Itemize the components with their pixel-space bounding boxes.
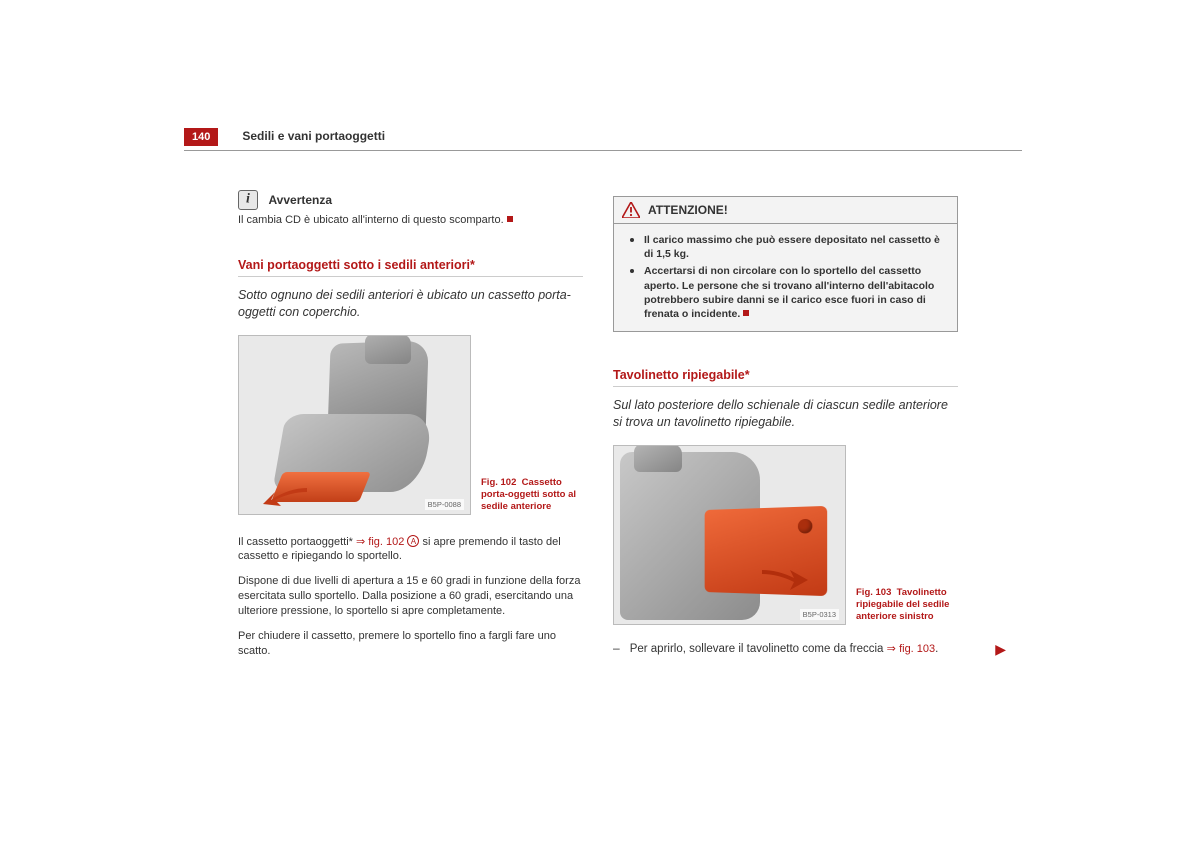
fig-ref-103: fig. 103 [899,643,935,655]
end-mark-icon [743,310,749,316]
warning-title: ATTENZIONE! [648,203,728,217]
open-arrow-icon [261,486,313,508]
intro-text-right: Sul lato posteriore dello schienale di c… [613,397,958,431]
instruction-post: . [935,643,938,655]
figure-103-number: Fig. 103 [856,587,891,598]
warning-triangle-icon [622,202,640,218]
instruction-pre: Per aprirlo, sollevare il tavolinetto co… [630,643,887,655]
tray-arrow-icon [760,566,810,592]
para-3: Per chiudere il cassetto, premere lo spo… [238,629,583,659]
figure-102-caption: Fig. 102 Cassetto porta-oggetti sotto al… [481,477,586,513]
arrow-ref-icon: ⇒ [356,536,365,548]
instruction-text: Per aprirlo, sollevare il tavolinetto co… [630,641,939,657]
figure-102-number: Fig. 102 [481,477,516,488]
warning-box: ATTENZIONE! Il carico massimo che può es… [613,196,958,332]
warning-bullet-1: Il carico massimo che può essere deposit… [624,233,947,261]
info-heading: Avvertenza [268,193,332,207]
warning-header: ATTENZIONE! [614,197,957,224]
figure-103-image: B5P-0313 [613,445,846,625]
seatback-headrest-shape [634,445,682,472]
info-icon [238,190,258,210]
dash-marker: – [613,641,620,657]
left-column: Avvertenza Il cambia CD è ubicato all'in… [238,190,583,659]
info-block: Avvertenza Il cambia CD è ubicato all'in… [238,190,583,228]
page-header-title: Sedili e vani portaoggetti [242,129,385,143]
instruction-line: – Per aprirlo, sollevare il tavolinetto … [613,641,958,657]
info-text-content: Il cambia CD è ubicato all'interno di qu… [238,214,504,226]
page-number: 140 [184,128,218,146]
warning-bullet-1-text: Il carico massimo che può essere deposit… [644,233,947,261]
para-1-pre: Il cassetto portaoggetti* [238,536,356,548]
circled-letter-A: A [407,535,419,547]
figure-103-code: B5P-0313 [800,609,839,620]
end-mark-icon [507,216,513,222]
bullet-icon [630,238,634,242]
page-header: 140 Sedili e vani portaoggetti [184,128,1022,151]
figure-103-caption: Fig. 103 Tavolinetto ripiegabile del sed… [856,587,961,623]
section-heading-left: Vani portaoggetti sotto i sedili anterio… [238,258,583,277]
warning-bullet-2-content: Accertarsi di non circolare con lo sport… [644,265,934,320]
warning-bullet-2-text: Accertarsi di non circolare con lo sport… [644,264,947,321]
section-heading-right: Tavolinetto ripiegabile* [613,368,958,387]
figure-102: B5P-0088 Fig. 102 Cassetto porta-oggetti… [238,335,583,515]
bullet-icon [630,269,634,273]
right-column: ATTENZIONE! Il carico massimo che può es… [613,190,958,657]
info-text: Il cambia CD è ubicato all'interno di qu… [238,213,583,228]
warning-bullet-2: Accertarsi di non circolare con lo sport… [624,264,947,321]
tray-knob-shape [798,519,812,534]
seat-headrest-shape [365,335,411,364]
para-2: Dispone di due livelli di apertura a 15 … [238,574,583,619]
continue-arrow-icon: ▶ [995,641,1006,658]
fig-ref-102: fig. 102 [368,536,404,548]
para-1: Il cassetto portaoggetti* ⇒ fig. 102 A s… [238,535,583,565]
intro-text-left: Sotto ognuno dei sedili anteriori è ubic… [238,287,583,321]
warning-body: Il carico massimo che può essere deposit… [614,224,957,331]
figure-103: B5P-0313 Fig. 103 Tavolinetto ripiegabil… [613,445,958,625]
figure-102-image: B5P-0088 [238,335,471,515]
arrow-ref-icon: ⇒ [887,643,896,655]
figure-102-code: B5P-0088 [425,499,464,510]
